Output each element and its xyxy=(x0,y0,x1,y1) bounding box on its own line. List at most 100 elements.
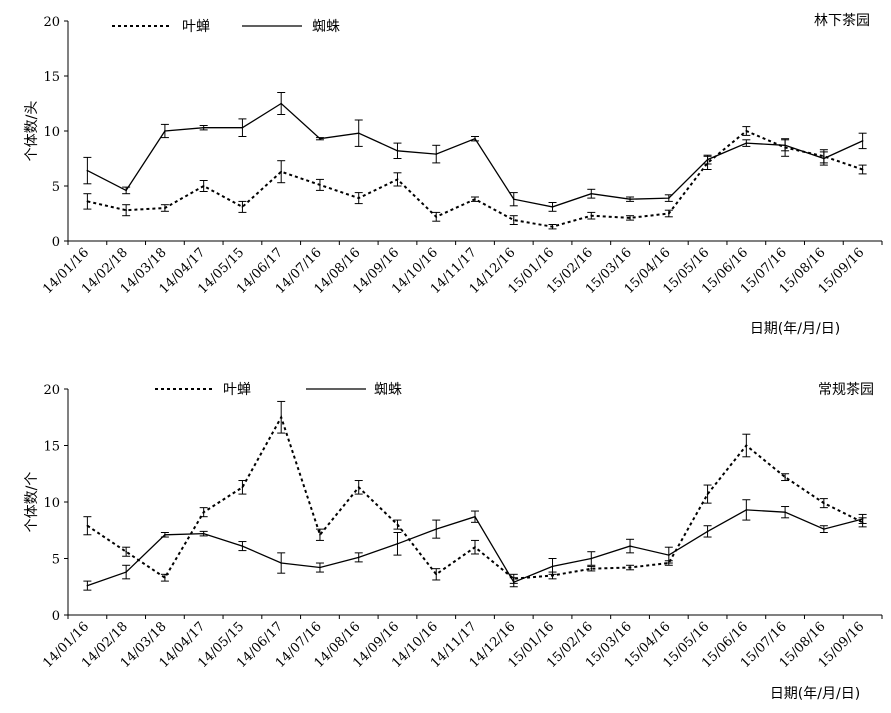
y-tick-label: 10 xyxy=(43,125,60,140)
data-point xyxy=(668,554,670,556)
data-point xyxy=(823,502,825,504)
data-point xyxy=(629,566,631,569)
data-point xyxy=(164,576,166,579)
data-point xyxy=(629,545,631,547)
data-point xyxy=(357,132,360,134)
data-point xyxy=(396,178,399,181)
data-point xyxy=(202,126,205,129)
data-point xyxy=(474,515,476,518)
data-point xyxy=(784,476,786,478)
data-point xyxy=(280,562,282,564)
data-point xyxy=(86,584,89,587)
data-point xyxy=(280,416,282,419)
legend-label: 叶蝉 xyxy=(223,382,251,398)
data-point xyxy=(706,493,709,495)
data-point xyxy=(861,140,864,142)
data-point xyxy=(745,142,748,144)
data-point xyxy=(590,214,593,217)
data-point xyxy=(125,571,127,573)
data-point xyxy=(474,546,476,548)
data-point xyxy=(86,524,89,527)
legend-label: 蜘蛛 xyxy=(374,382,402,398)
data-point xyxy=(164,533,166,536)
y-tick-label: 15 xyxy=(43,440,60,455)
data-point xyxy=(86,169,89,172)
data-point xyxy=(319,566,321,569)
series-spider xyxy=(83,499,867,591)
data-point xyxy=(202,532,205,535)
y-tick-label: 5 xyxy=(52,180,60,195)
data-point xyxy=(435,573,438,576)
data-point xyxy=(86,200,89,203)
data-point xyxy=(125,189,127,192)
y-tick-label: 10 xyxy=(43,496,60,511)
data-point xyxy=(280,102,282,105)
data-point xyxy=(629,217,631,219)
chart-annotation: 林下茶园 xyxy=(814,13,870,29)
data-point xyxy=(668,212,670,215)
y-axis-label: 个体数/头 xyxy=(24,101,40,162)
y-tick-label: 15 xyxy=(43,70,60,85)
legend-label: 蜘蛛 xyxy=(312,19,340,35)
data-point xyxy=(435,216,438,218)
data-point xyxy=(629,198,631,200)
x-axis-label: 日期(年/月/日) xyxy=(750,321,840,337)
data-point xyxy=(590,557,593,560)
y-tick-label: 0 xyxy=(52,235,60,250)
data-point xyxy=(551,574,554,577)
data-point xyxy=(745,130,748,132)
data-point xyxy=(512,198,515,200)
legend-label: 叶蝉 xyxy=(182,19,210,35)
data-point xyxy=(357,486,360,489)
data-point xyxy=(241,126,244,129)
data-point xyxy=(241,486,244,489)
data-point xyxy=(861,168,864,171)
data-point xyxy=(164,130,166,132)
data-point xyxy=(706,530,709,533)
data-point xyxy=(823,157,825,160)
data-point xyxy=(668,197,670,199)
data-point xyxy=(512,219,515,221)
data-point xyxy=(706,158,709,161)
data-point xyxy=(590,567,593,570)
data-point xyxy=(125,209,127,211)
data-point xyxy=(435,528,438,530)
data-point xyxy=(512,581,515,584)
chart-1: 0510152014/01/1614/02/1814/03/1814/04/17… xyxy=(24,13,883,337)
data-point xyxy=(241,545,244,547)
data-point xyxy=(125,550,127,553)
data-point xyxy=(551,565,554,568)
series-leafhopper xyxy=(83,400,867,584)
y-tick-label: 20 xyxy=(43,15,60,30)
data-point xyxy=(396,523,399,526)
data-point xyxy=(202,511,205,513)
data-point xyxy=(784,144,786,147)
data-point xyxy=(357,556,360,559)
data-point xyxy=(396,150,399,152)
data-point xyxy=(280,170,282,173)
data-point xyxy=(551,206,554,208)
data-point xyxy=(784,511,786,513)
y-tick-label: 5 xyxy=(52,553,60,568)
data-point xyxy=(590,192,593,195)
chart-annotation: 常规茶园 xyxy=(818,382,874,398)
series-spider xyxy=(83,92,867,212)
data-point xyxy=(745,509,748,511)
data-point xyxy=(319,184,321,186)
data-point xyxy=(241,206,244,208)
data-point xyxy=(319,533,321,536)
data-point xyxy=(823,528,825,530)
data-point xyxy=(435,153,438,155)
data-point xyxy=(396,543,399,545)
series-leafhopper xyxy=(83,126,867,230)
data-point xyxy=(861,518,864,520)
chart-2: 0510152014/01/1614/02/1814/03/1814/04/17… xyxy=(24,382,883,702)
y-tick-label: 0 xyxy=(52,609,60,624)
y-axis-label: 个体数/个 xyxy=(24,472,40,533)
data-point xyxy=(202,185,205,187)
data-point xyxy=(474,198,476,200)
data-point xyxy=(745,444,748,447)
x-axis-label: 日期(年/月/日) xyxy=(770,686,860,702)
data-point xyxy=(474,137,476,140)
